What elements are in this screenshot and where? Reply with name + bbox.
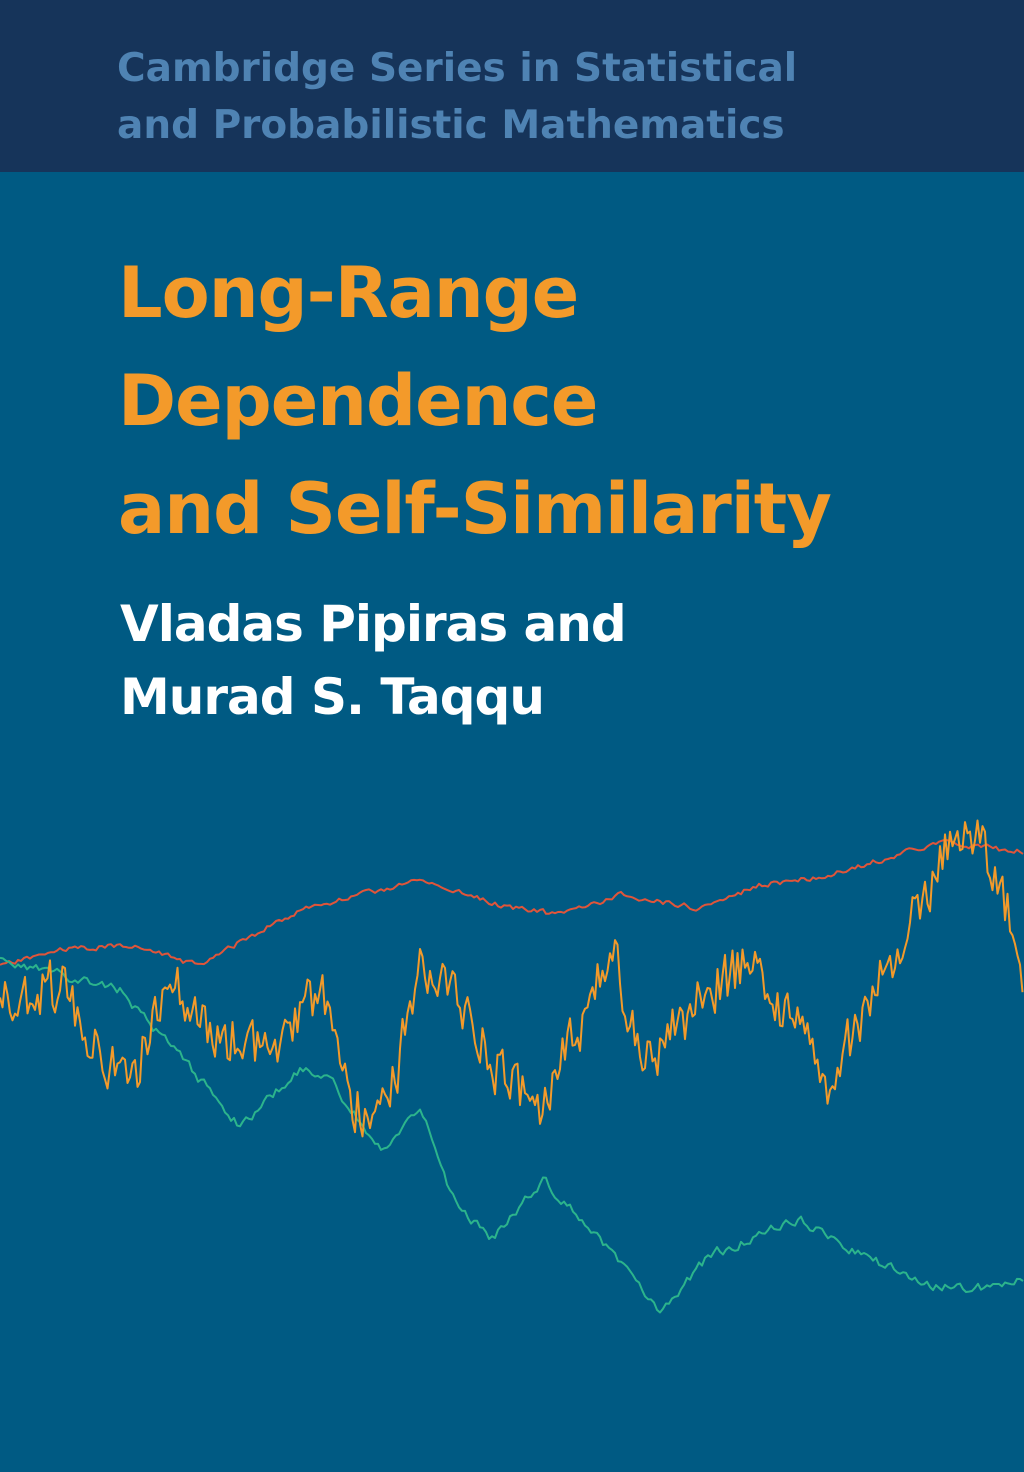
book-title-line-2: Dependence bbox=[118, 360, 598, 442]
authors-line-1: Vladas Pipiras and bbox=[120, 595, 627, 653]
series-band bbox=[0, 0, 1024, 172]
book-title-line-3: and Self-Similarity bbox=[118, 468, 832, 550]
series-name-line-1: Cambridge Series in Statistical bbox=[117, 46, 798, 91]
green-trace bbox=[0, 956, 1024, 1314]
series-name-line-2: and Probabilistic Mathematics bbox=[117, 103, 785, 148]
cover-illustration bbox=[0, 819, 1024, 1314]
red-trace bbox=[0, 838, 1024, 966]
authors-line-2: Murad S. Taqqu bbox=[120, 668, 545, 726]
orange-trace bbox=[0, 819, 1024, 1138]
book-title-line-1: Long-Range bbox=[118, 252, 579, 334]
